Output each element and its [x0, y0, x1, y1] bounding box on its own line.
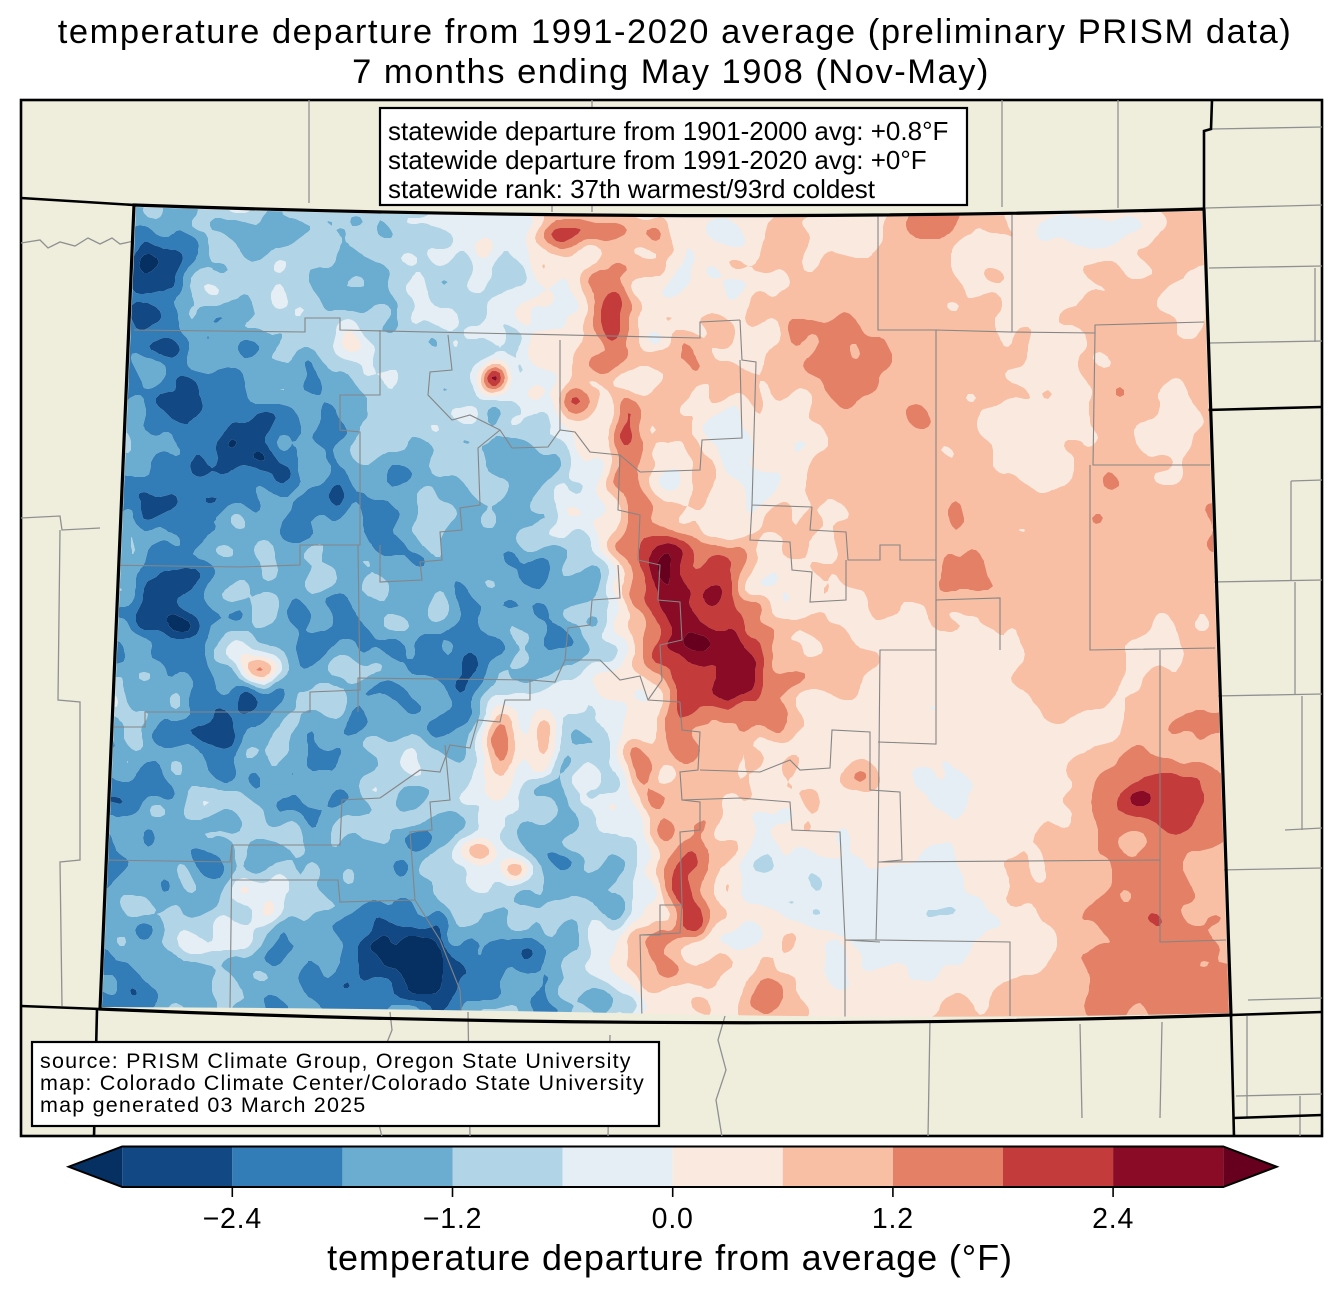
svg-text:statewide rank: 37th warmest/9: statewide rank: 37th warmest/93rd coldes… — [388, 174, 876, 204]
svg-text:temperature departure from ave: temperature departure from average (°F) — [327, 1237, 1013, 1278]
svg-text:source: PRISM Climate Group, O: source: PRISM Climate Group, Oregon Stat… — [40, 1049, 632, 1073]
svg-text:0.0: 0.0 — [652, 1203, 694, 1235]
svg-text:7 months ending May 1908 (Nov-: 7 months ending May 1908 (Nov-May) — [352, 53, 990, 91]
svg-text:map: Colorado Climate Center/C: map: Colorado Climate Center/Colorado St… — [40, 1071, 645, 1095]
svg-text:temperature departure from 199: temperature departure from 1991-2020 ave… — [58, 13, 1293, 51]
svg-text:map generated 03 March 2025: map generated 03 March 2025 — [40, 1093, 366, 1117]
svg-text:2.4: 2.4 — [1092, 1203, 1134, 1235]
svg-text:−1.2: −1.2 — [423, 1203, 482, 1235]
svg-text:statewide departure from 1901-: statewide departure from 1901-2000 avg: … — [388, 116, 948, 146]
svg-text:−2.4: −2.4 — [203, 1203, 262, 1235]
svg-text:1.2: 1.2 — [872, 1203, 914, 1235]
svg-text:statewide departure from 1991-: statewide departure from 1991-2020 avg: … — [388, 145, 927, 175]
